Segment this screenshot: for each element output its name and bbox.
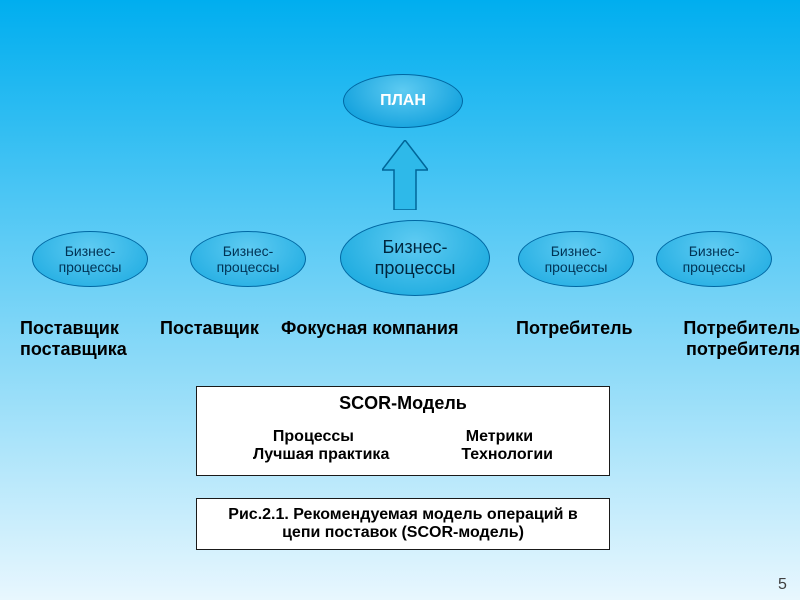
scor-row-0: Процессы Метрики [197,428,609,446]
plan-node-label: ПЛАН [380,92,426,110]
process-node-3: Бизнес- процессы [518,231,634,287]
role-label-1: Поставщик [160,318,280,339]
scor-item: Технологии [461,446,553,464]
scor-box: SCOR-МодельПроцессыМетрикиЛучшая практик… [196,386,610,476]
page-number: 5 [778,576,787,594]
process-node-label: Бизнес- процессы [217,243,280,275]
process-node-4: Бизнес- процессы [656,231,772,287]
process-node-label: Бизнес- процессы [59,243,122,275]
arrow-up-icon [382,140,428,210]
role-label-2: Фокусная компания [281,318,511,339]
diagram-canvas: ПЛАН Бизнес- процессы Бизнес- процессы Биз… [0,0,800,600]
role-label-4: Потребитель потребителя [660,318,800,360]
process-node-label: Бизнес- процессы [375,237,456,278]
process-node-label: Бизнес- процессы [683,243,746,275]
scor-item: Метрики [466,428,533,446]
process-node-0: Бизнес- процессы [32,231,148,287]
scor-item: Процессы [273,428,354,446]
scor-item: Лучшая практика [253,446,389,464]
process-node-2: Бизнес- процессы [340,220,490,296]
caption-box: Рис.2.1. Рекомендуемая модель операций в… [196,498,610,550]
scor-row-1: Лучшая практика Технологии [197,446,609,464]
process-node-1: Бизнес- процессы [190,231,306,287]
caption-text: Рис.2.1. Рекомендуемая модель операций в… [211,506,595,542]
role-label-3: Потребитель [516,318,656,339]
process-node-label: Бизнес- процессы [545,243,608,275]
scor-title: SCOR-Модель [197,393,609,414]
role-label-0: Поставщик поставщика [20,318,150,360]
plan-node: ПЛАН [343,74,463,128]
